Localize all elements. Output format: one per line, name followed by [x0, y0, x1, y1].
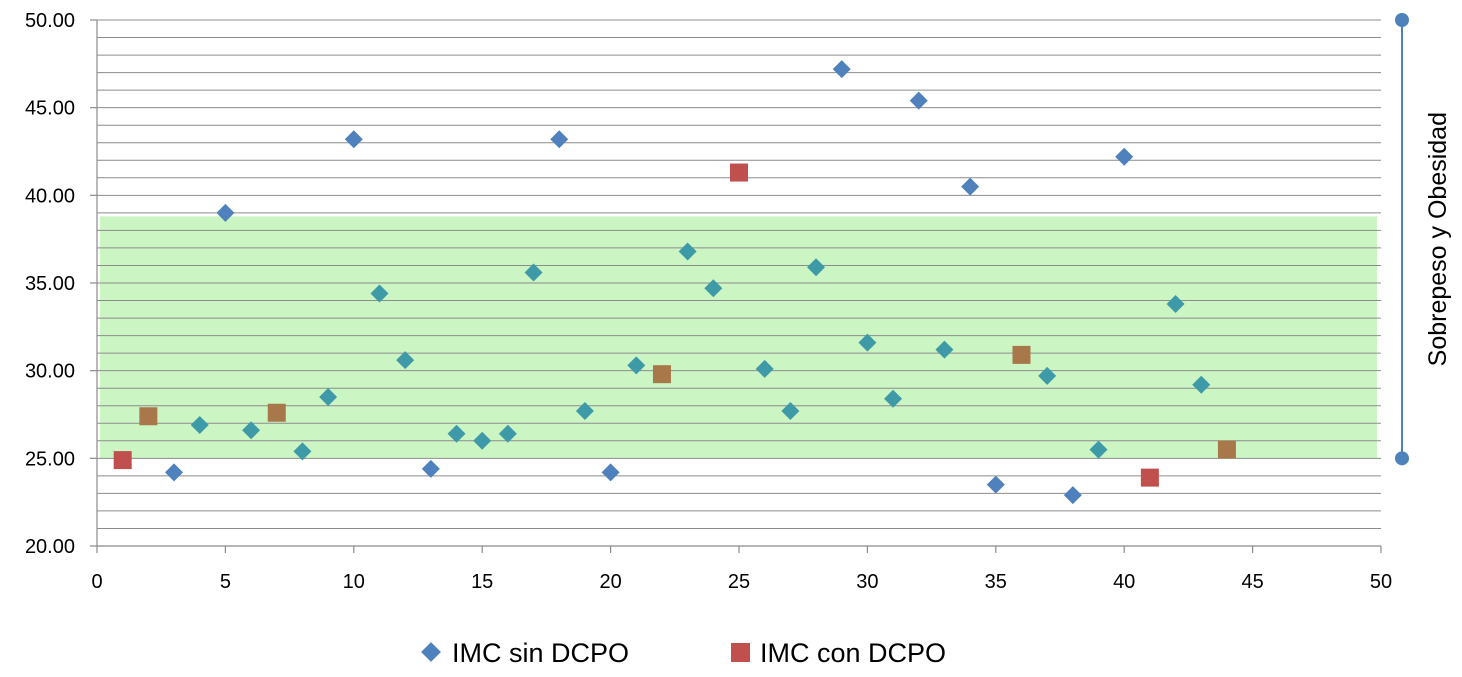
point-imc-sin-dcpo: [832, 60, 851, 79]
point-imc-sin-dcpo: [498, 424, 517, 443]
y-tick-label: 30.00: [25, 361, 75, 383]
point-imc-con-dcpo: [1217, 440, 1236, 459]
y-tick-label: 50.00: [25, 10, 75, 32]
y-tick-label: 35.00: [25, 273, 75, 295]
bracket-label: Sobrepeso y Obesidad: [1424, 112, 1452, 366]
point-imc-sin-dcpo: [575, 401, 594, 420]
point-imc-sin-dcpo: [986, 475, 1005, 494]
y-tick-label: 40.00: [25, 185, 75, 207]
tick-labels: 0 5 10 15 20 25 30 35 40 45 50 20.00 25.00 30.00 35.00…: [25, 10, 1392, 593]
point-imc-sin-dcpo: [447, 424, 466, 443]
point-imc-sin-dcpo: [524, 263, 543, 282]
point-imc-sin-dcpo: [216, 203, 235, 222]
x-tick-label: 25: [728, 571, 750, 593]
y-tick-label: 45.00: [25, 98, 75, 120]
point-imc-sin-dcpo: [601, 463, 620, 482]
legend-marker-imc-sin-dcpo: [421, 642, 441, 662]
x-tick-label: 0: [91, 571, 102, 593]
point-imc-sin-dcpo: [627, 356, 646, 375]
point-imc-sin-dcpo: [1089, 440, 1108, 459]
point-imc-sin-dcpo: [396, 351, 415, 370]
data-points: [113, 60, 1236, 505]
point-imc-sin-dcpo: [704, 279, 723, 298]
point-imc-sin-dcpo: [781, 401, 800, 420]
point-imc-sin-dcpo: [1166, 295, 1185, 314]
point-imc-sin-dcpo: [473, 431, 492, 450]
plot-band: [100, 216, 1377, 459]
point-imc-sin-dcpo: [165, 463, 184, 482]
range-bracket: Sobrepeso y Obesidad: [1395, 13, 1452, 466]
point-imc-con-dcpo: [730, 163, 748, 182]
x-tick-label: 30: [856, 571, 878, 593]
point-imc-sin-dcpo: [755, 359, 774, 378]
legend-marker-imc-con-dcpo: [731, 643, 750, 662]
x-tick-label: 45: [1241, 571, 1263, 593]
point-imc-sin-dcpo: [1192, 375, 1211, 394]
y-tick-label: 25.00: [25, 448, 75, 470]
point-imc-sin-dcpo: [935, 340, 954, 359]
x-tick-label: 35: [985, 571, 1007, 593]
point-imc-sin-dcpo: [242, 421, 261, 440]
point-imc-con-dcpo: [652, 365, 671, 384]
point-imc-sin-dcpo: [1115, 147, 1134, 166]
bracket-bottom-dot: [1395, 451, 1409, 466]
point-imc-sin-dcpo: [909, 91, 928, 110]
point-imc-sin-dcpo: [190, 416, 209, 435]
point-imc-sin-dcpo: [370, 284, 389, 303]
legend: IMC sin DCPO IMC con DCPO: [421, 638, 946, 668]
point-imc-sin-dcpo: [961, 177, 980, 196]
point-imc-sin-dcpo: [858, 333, 877, 352]
point-imc-sin-dcpo: [1063, 486, 1082, 505]
point-imc-sin-dcpo: [678, 242, 697, 261]
x-tick-label: 40: [1113, 571, 1135, 593]
bracket-top-dot: [1395, 13, 1409, 27]
point-imc-con-dcpo: [1012, 345, 1031, 364]
point-imc-sin-dcpo: [344, 130, 363, 149]
point-imc-con-dcpo: [113, 451, 132, 470]
point-imc-con-dcpo: [139, 407, 158, 426]
y-tick-label: 20.00: [25, 536, 75, 558]
gridlines: [97, 19, 1381, 529]
point-imc-con-dcpo: [1140, 468, 1159, 487]
legend-label-imc-sin-dcpo: IMC sin DCPO: [452, 638, 629, 668]
point-imc-sin-dcpo: [884, 389, 903, 408]
x-tick-label: 10: [343, 571, 365, 593]
point-imc-con-dcpo: [267, 403, 286, 422]
x-tick-label: 20: [599, 571, 621, 593]
point-imc-sin-dcpo: [293, 442, 312, 461]
x-tick-label: 15: [471, 571, 493, 593]
legend-label-imc-con-dcpo: IMC con DCPO: [760, 638, 946, 668]
point-imc-sin-dcpo: [807, 258, 826, 277]
point-imc-sin-dcpo: [319, 387, 338, 406]
x-tick-label: 5: [220, 571, 231, 593]
point-imc-sin-dcpo: [1038, 366, 1057, 385]
x-tick-label: 50: [1370, 571, 1392, 593]
point-imc-sin-dcpo: [550, 130, 569, 149]
point-imc-sin-dcpo: [421, 459, 440, 478]
